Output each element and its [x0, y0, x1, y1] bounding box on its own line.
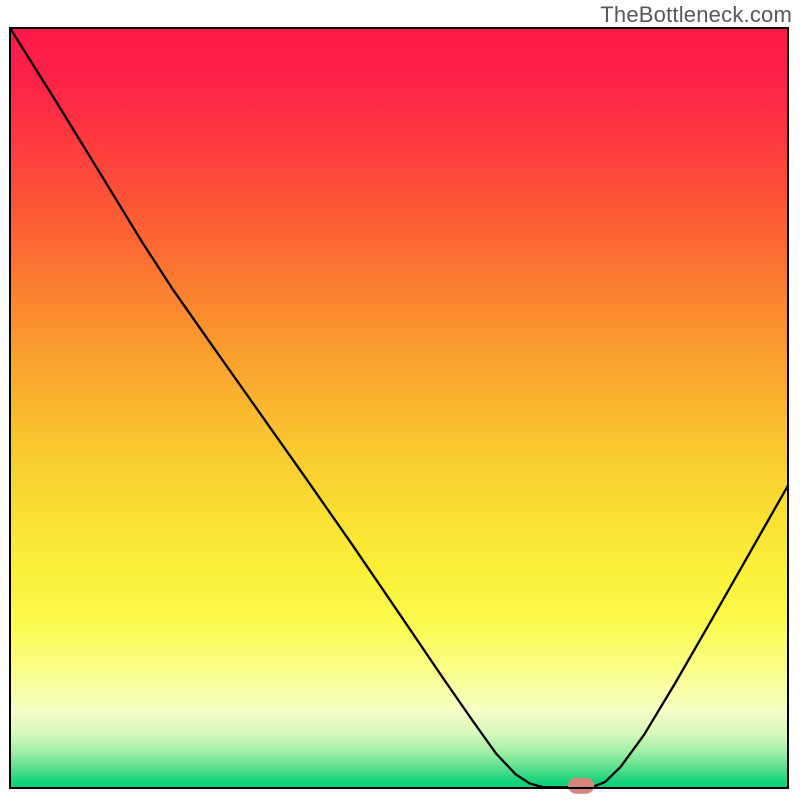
bottleneck-chart	[0, 0, 800, 800]
gradient-background	[10, 28, 788, 788]
optimal-marker	[568, 778, 594, 794]
chart-container: TheBottleneck.com	[0, 0, 800, 800]
